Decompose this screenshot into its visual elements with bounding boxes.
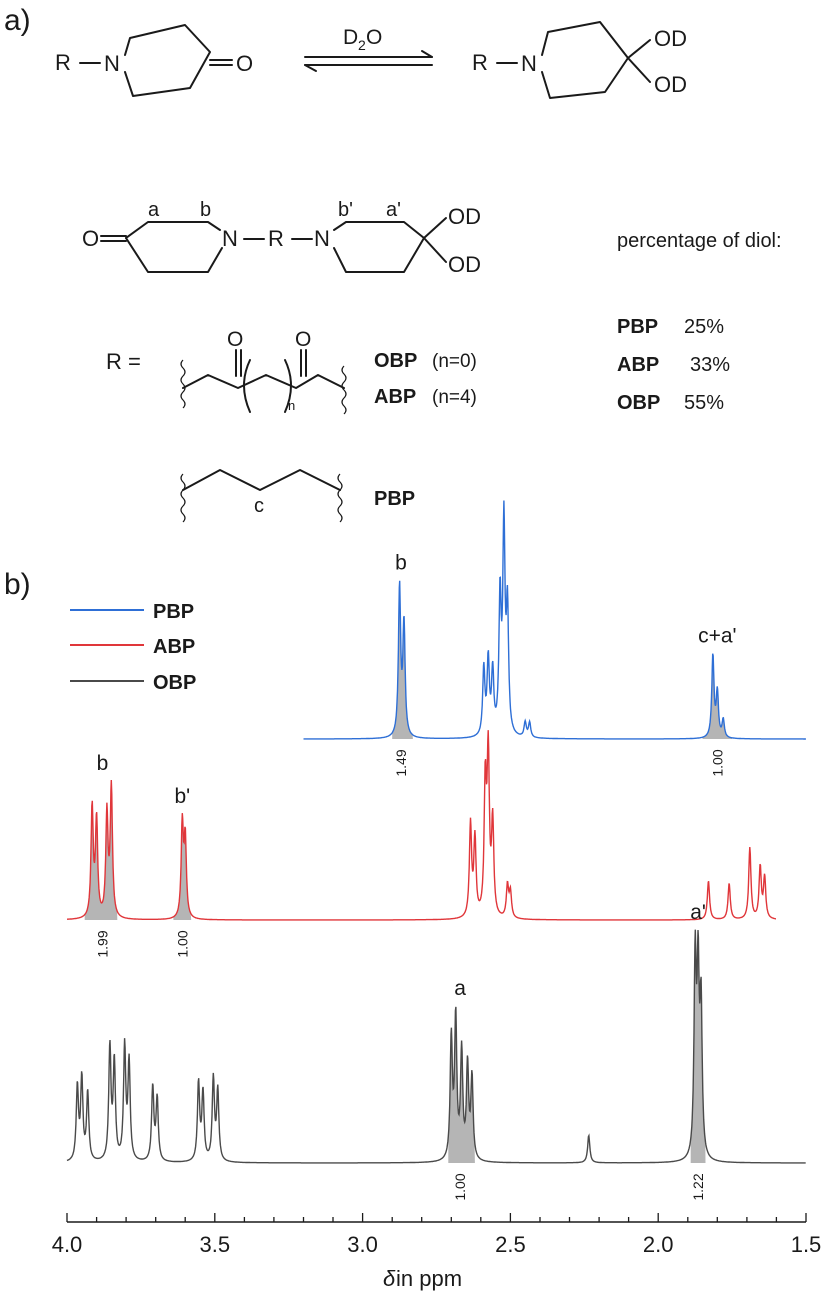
reagent-sub: 2: [358, 37, 366, 53]
reactant-r: R: [55, 50, 71, 75]
diol-row-pct: 25%: [684, 316, 724, 338]
equilibrium-arrow: D 2 O: [304, 26, 433, 72]
abp-n: (n=4): [432, 387, 477, 408]
r-o-2: O: [295, 328, 311, 351]
reactant-structure: R N O: [55, 24, 253, 97]
label-a: a: [148, 199, 160, 221]
obp-n: (n=0): [432, 351, 477, 372]
panel-a-label: a): [4, 4, 31, 37]
label-b-prime: b': [338, 199, 353, 221]
x-axis: 4.0 3.5 3.0 2.5 2.0 1.5 δ in ppm: [52, 1213, 822, 1291]
spectrum-line-abp: [67, 730, 776, 921]
label-c: c: [254, 495, 264, 517]
diol-row-pct: 33%: [690, 354, 730, 376]
bis-od-2: OD: [448, 252, 481, 277]
x-tick-label: 1.5: [791, 1232, 822, 1257]
peak-label: c+a': [698, 625, 736, 648]
reagent-d: D: [343, 26, 358, 49]
spectra: b c+a' 1.49 1.00 b b' 1.99 1.00 a a' 1.00 1.22: [66, 500, 806, 1201]
product-n: N: [521, 51, 537, 76]
peak-label: b': [174, 785, 190, 808]
diol-row-name: PBP: [617, 316, 658, 338]
diol-row-name: OBP: [617, 392, 660, 414]
bis-o: O: [82, 226, 99, 251]
reagent-o: O: [366, 26, 382, 49]
x-tick-label: 3.5: [200, 1232, 231, 1257]
x-tick-label: 2.5: [495, 1232, 526, 1257]
spectrum-abp: b b' 1.99 1.00: [67, 730, 776, 958]
product-structure: R N OD OD: [472, 21, 687, 99]
peak-label: b: [395, 552, 407, 575]
integral-area: [84, 780, 118, 920]
label-b: b: [200, 199, 211, 221]
panel-b-label: b): [4, 568, 31, 601]
integral-value: 1.00: [709, 749, 725, 776]
integral-value: 1.22: [690, 1173, 706, 1200]
bis-structure: a b b' a' O N R N OD OD: [82, 199, 481, 277]
bis-r: R: [268, 226, 284, 251]
bis-n-1: N: [222, 226, 238, 251]
r-definition: R = O O n OBP (n=0) ABP (n=4) c PBP: [106, 328, 477, 523]
spectrum-line-pbp: [303, 500, 806, 740]
integral-value: 1.00: [174, 930, 190, 957]
spectrum-line-obp: [66, 929, 806, 1164]
product-od-2: OD: [654, 72, 687, 97]
x-axis-symbol: δ: [383, 1266, 396, 1291]
spectrum-obp: a a' 1.00 1.22: [66, 901, 806, 1201]
integral-area: [690, 930, 706, 1163]
product-r: R: [472, 50, 488, 75]
r-n-sub: n: [288, 398, 295, 413]
x-tick-label: 3.0: [347, 1232, 378, 1257]
integral-value: 1.99: [95, 930, 111, 957]
x-axis-label: in ppm: [396, 1266, 462, 1291]
obp-label: OBP: [374, 350, 417, 372]
legend: PBP ABP OBP: [70, 601, 196, 694]
peak-label: b: [97, 752, 109, 775]
diol-row-name: ABP: [617, 354, 659, 376]
integral-value: 1.00: [452, 1173, 468, 1200]
label-a-prime: a': [386, 199, 401, 221]
integral-value: 1.49: [393, 749, 409, 776]
abp-label: ABP: [374, 386, 416, 408]
legend-label-pbp: PBP: [153, 601, 194, 623]
diol-title: percentage of diol:: [617, 230, 782, 252]
r-o-1: O: [227, 328, 243, 351]
x-tick-label: 2.0: [643, 1232, 674, 1257]
diol-table: percentage of diol: PBP 25% ABP 33% OBP …: [617, 230, 782, 414]
reactant-n: N: [104, 51, 120, 76]
legend-label-abp: ABP: [153, 636, 195, 658]
pbp-label: PBP: [374, 488, 415, 510]
reactant-o: O: [236, 51, 253, 76]
diol-row-pct: 55%: [684, 392, 724, 414]
r-equals: R =: [106, 349, 141, 374]
legend-label-obp: OBP: [153, 672, 196, 694]
product-od-1: OD: [654, 26, 687, 51]
x-tick-label: 4.0: [52, 1232, 83, 1257]
bis-n-2: N: [314, 226, 330, 251]
peak-label: a: [454, 977, 466, 1000]
peak-label: a': [690, 901, 706, 924]
bis-od-1: OD: [448, 204, 481, 229]
integral-area: [173, 813, 192, 920]
spectrum-pbp: b c+a' 1.49 1.00: [303, 500, 806, 777]
